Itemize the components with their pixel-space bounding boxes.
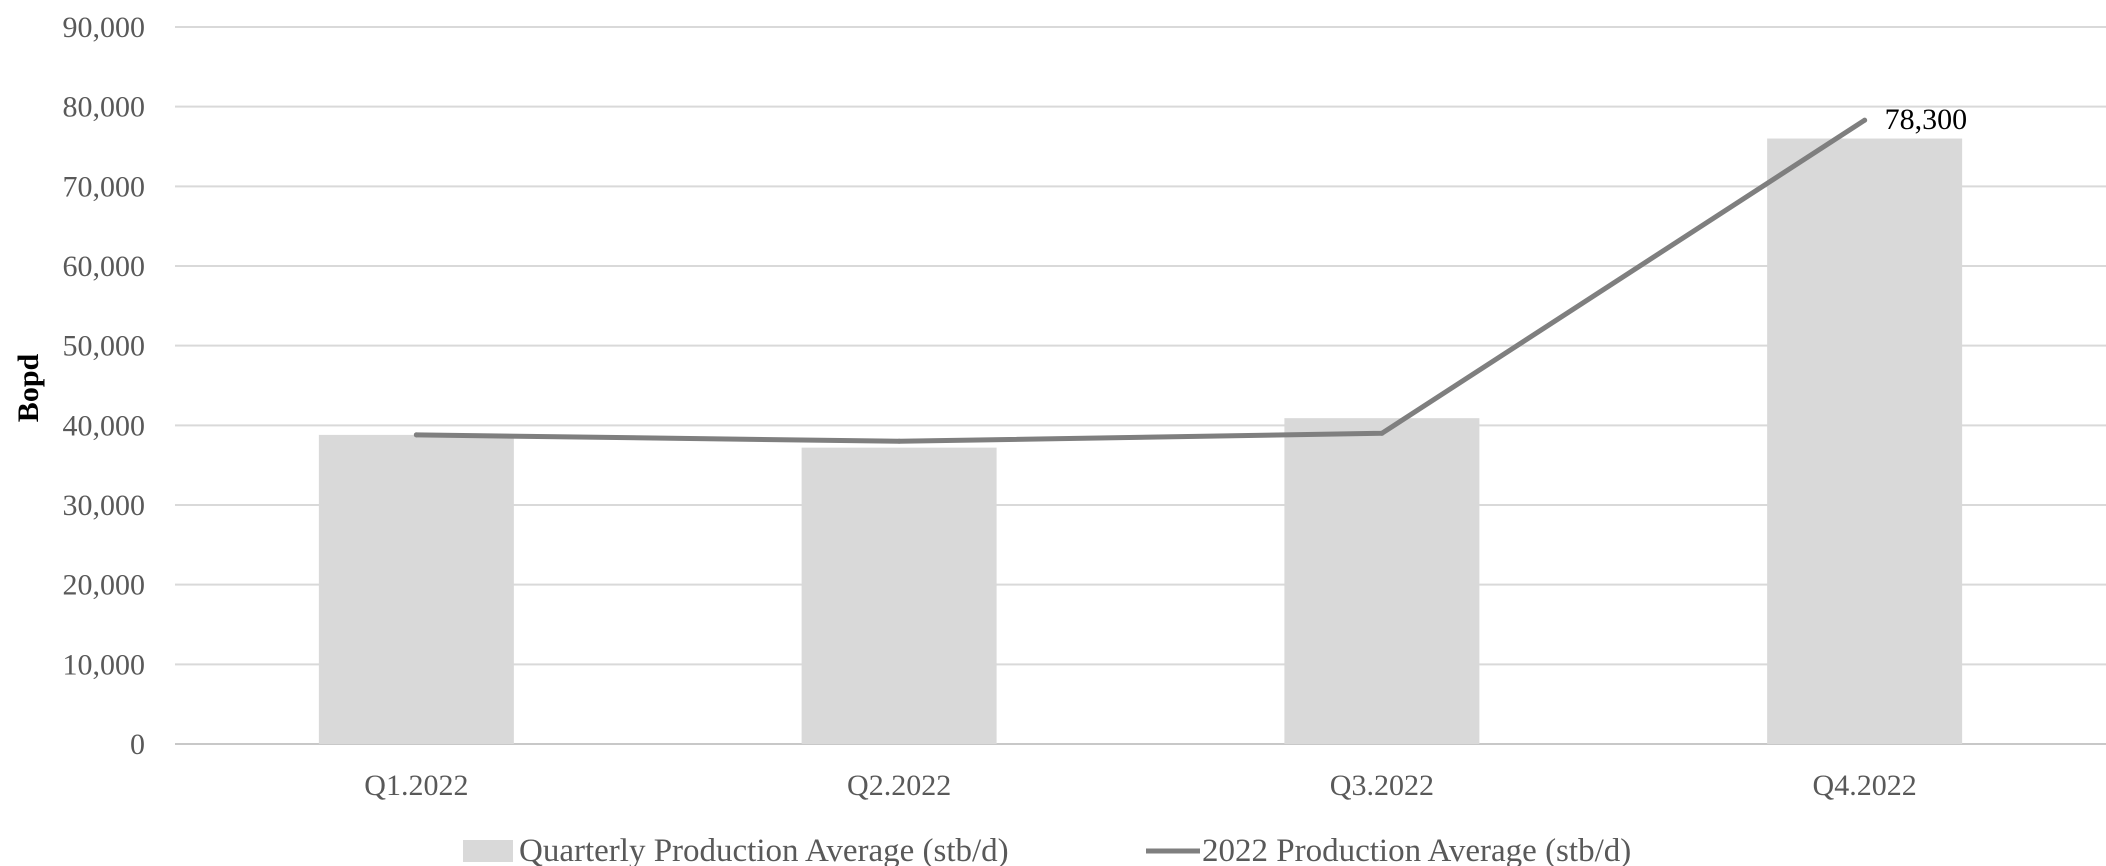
x-tick-label: Q4.2022 <box>1813 769 1917 802</box>
bar <box>801 447 997 744</box>
line-series: 78,300 <box>413 103 1968 444</box>
line-point <box>1862 117 1868 123</box>
y-tick-label: 90,000 <box>63 11 146 44</box>
y-tick-label: 0 <box>130 728 145 761</box>
x-axis-ticks: Q1.2022 Q2.2022 Q3.2022 Q4.2022 <box>364 769 1916 802</box>
line-path <box>413 117 1868 444</box>
bar <box>1767 138 1963 745</box>
y-tick-label: 50,000 <box>63 330 146 363</box>
legend-line-label: 2022 Production Average (stb/d) <box>1202 833 1631 866</box>
x-tick-label: Q3.2022 <box>1330 769 1434 802</box>
y-tick-label: 80,000 <box>63 91 146 124</box>
y-axis-ticks: 0 10,000 20,000 30,000 40,000 50,000 60,000 70,… <box>63 11 146 761</box>
line-point <box>413 432 419 438</box>
bar <box>1284 418 1480 744</box>
y-tick-label: 40,000 <box>63 409 146 442</box>
y-tick-label: 60,000 <box>63 250 146 283</box>
y-tick-label: 30,000 <box>63 489 146 522</box>
legend: Quarterly Production Average (stb/d) 202… <box>463 833 1631 866</box>
y-tick-label: 70,000 <box>63 170 146 203</box>
bar-series <box>318 138 1963 745</box>
line-point <box>1379 430 1385 436</box>
y-axis-title: Bopd <box>12 354 45 423</box>
legend-bar-label: Quarterly Production Average (stb/d) <box>519 833 1009 866</box>
line-data-label: 78,300 <box>1885 103 1968 136</box>
x-tick-label: Q2.2022 <box>847 769 951 802</box>
x-tick-label: Q1.2022 <box>364 769 468 802</box>
bar <box>318 434 514 744</box>
y-tick-label: 20,000 <box>63 569 146 602</box>
line-point <box>896 438 902 444</box>
y-tick-label: 10,000 <box>63 648 146 681</box>
legend-bar-swatch <box>463 840 513 862</box>
